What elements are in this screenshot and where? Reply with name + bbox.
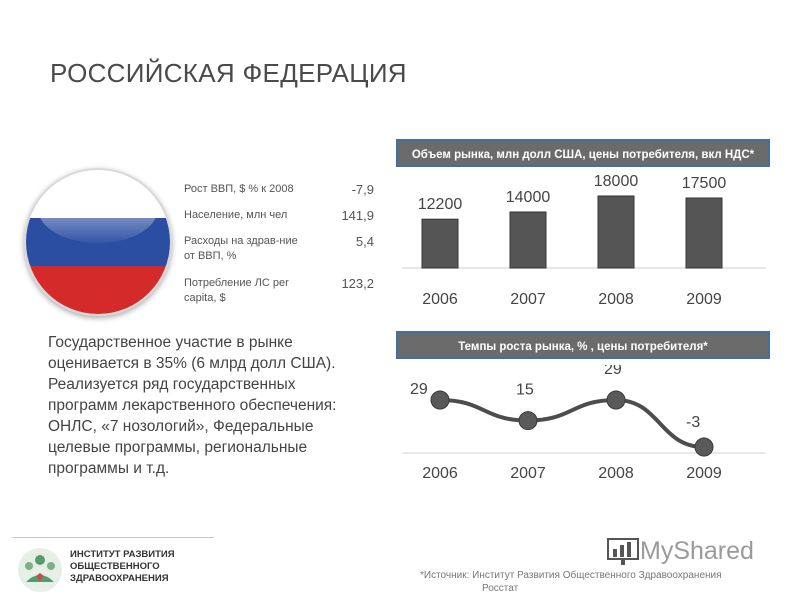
data-point — [606, 390, 626, 410]
stat-value: 141,9 — [341, 208, 374, 223]
data-label: 15 — [516, 382, 534, 399]
data-label: 29 — [604, 365, 622, 378]
state-participation-text: Государственное участие в рынке оценивае… — [48, 334, 337, 477]
institute-logo-icon — [18, 548, 62, 592]
x-tick-label: 2009 — [686, 291, 722, 308]
x-tick-label: 2009 — [686, 465, 722, 482]
stat-gdp-growth: Рост ВВП, $ % к 2008 -7,9 — [184, 182, 374, 208]
source-line: Росстат — [482, 583, 519, 594]
stats-block: Рост ВВП, $ % к 2008 -7,9 Население, млн… — [184, 182, 374, 306]
stat-value: 5,4 — [355, 234, 374, 249]
data-label: -3 — [686, 414, 700, 431]
x-tick-label: 2008 — [598, 291, 634, 308]
data-label: 18000 — [594, 173, 639, 190]
market-volume-bar-chart: 12200 2006 14000 2007 18000 2008 17500 2009 — [402, 173, 766, 308]
data-label: 12200 — [418, 196, 463, 213]
bar — [509, 211, 547, 269]
russia-flag-icon — [24, 168, 172, 316]
stat-label: Рост ВВП, $ % к 2008 — [184, 183, 294, 195]
bar — [597, 195, 635, 269]
stat-label: Потребление ЛС per capita, $ — [184, 277, 289, 304]
stat-label: Расходы на здрав-ние от ВВП, % — [184, 235, 298, 262]
data-label: 14000 — [506, 189, 551, 206]
series-line — [439, 397, 705, 449]
stat-value: 123,2 — [341, 276, 374, 291]
stat-drug-consumption: Потребление ЛС per capita, $ 123,2 — [184, 276, 374, 306]
bar — [685, 197, 723, 269]
data-label: 29 — [410, 381, 428, 398]
watermark-chart-icon — [607, 538, 639, 566]
stat-value: -7,9 — [351, 182, 374, 197]
x-tick-label: 2008 — [598, 465, 634, 482]
x-tick-label: 2006 — [422, 291, 458, 308]
x-tick-label: 2006 — [422, 465, 458, 482]
bar — [421, 218, 459, 269]
data-point — [430, 390, 450, 410]
x-tick-label: 2007 — [510, 291, 546, 308]
footer-divider — [12, 537, 214, 538]
growth-rate-line-chart: 29 2006 15 2007 29 2008 -3 2009 — [402, 365, 766, 482]
market-volume-chart-title: Объем рынка, млн долл США, цены потребит… — [396, 139, 770, 167]
logo-line: ИНСТИТУТ РАЗВИТИЯ — [70, 549, 175, 560]
source-line: *Источник: Институт Развития Общественно… — [420, 570, 722, 581]
watermark: MyShared — [606, 537, 754, 567]
data-label: 17500 — [682, 175, 727, 192]
logo-line: ЗДРАВООХРАНЕНИЯ — [70, 573, 169, 584]
watermark-text: MyShared — [640, 537, 754, 565]
data-point — [518, 411, 538, 431]
data-point — [694, 437, 714, 457]
stat-label: Население, млн чел — [184, 209, 288, 221]
stat-population: Население, млн чел 141,9 — [184, 208, 374, 234]
stat-health-spending: Расходы на здрав-ние от ВВП, % 5,4 — [184, 234, 374, 276]
institute-logo-text: ИНСТИТУТ РАЗВИТИЯ ОБЩЕСТВЕННОГО ЗДРАВООХ… — [70, 549, 175, 585]
source-note: *Источник: Институт Развития Общественно… — [420, 569, 780, 595]
logo-line: ОБЩЕСТВЕННОГО — [70, 561, 160, 572]
x-tick-label: 2007 — [510, 465, 546, 482]
page-title: РОССИЙСКАЯ ФЕДЕРАЦИЯ — [50, 58, 407, 88]
growth-rate-chart-title: Темпы роста рынка, % , цены потребителя* — [396, 331, 770, 359]
